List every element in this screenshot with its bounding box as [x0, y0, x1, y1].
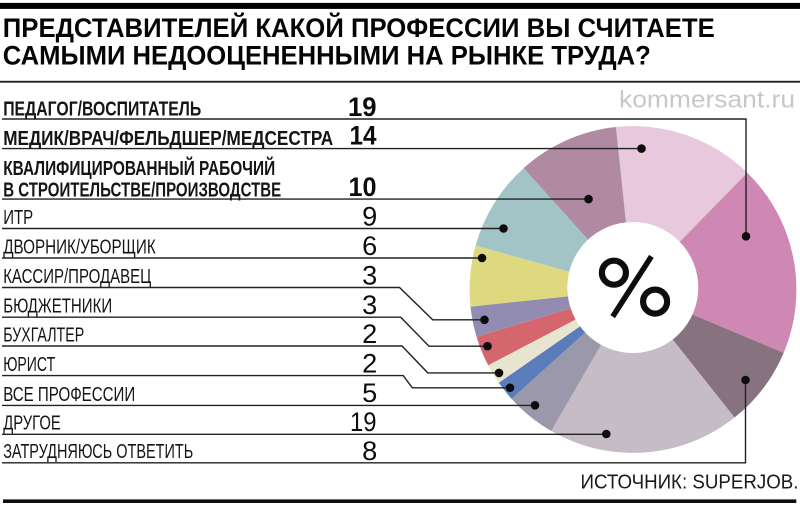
svg-text:kommersant.ru: kommersant.ru [619, 87, 795, 114]
svg-text:БУХГАЛТЕР: БУХГАЛТЕР [3, 324, 84, 346]
svg-text:ЮРИСТ: ЮРИСТ [3, 354, 55, 376]
svg-text:6: 6 [362, 230, 377, 261]
svg-text:ПРЕДСТАВИТЕЛЕЙ КАКОЙ ПРОФЕССИИ: ПРЕДСТАВИТЕЛЕЙ КАКОЙ ПРОФЕССИИ ВЫ СЧИТАЕ… [3, 13, 715, 43]
svg-text:5: 5 [362, 377, 377, 408]
svg-text:ВСЕ ПРОФЕССИИ: ВСЕ ПРОФЕССИИ [3, 384, 135, 406]
svg-text:2: 2 [362, 347, 377, 378]
svg-text:КВАЛИФИЦИРОВАННЫЙ РАБОЧИЙ: КВАЛИФИЦИРОВАННЫЙ РАБОЧИЙ [3, 156, 275, 180]
svg-text:9: 9 [362, 200, 377, 231]
svg-text:В СТРОИТЕЛЬСТВЕ/ПРОИЗВОДСТВЕ: В СТРОИТЕЛЬСТВЕ/ПРОИЗВОДСТВЕ [3, 180, 281, 202]
svg-text:ДВОРНИК/УБОРЩИК: ДВОРНИК/УБОРЩИК [3, 236, 156, 258]
svg-text:19: 19 [348, 91, 377, 122]
svg-text:8: 8 [362, 435, 377, 466]
svg-text:ЗАТРУДНЯЮСЬ ОТВЕТИТЬ: ЗАТРУДНЯЮСЬ ОТВЕТИТЬ [3, 441, 193, 463]
svg-text:САМЫМИ НЕДООЦЕНЕННЫМИ НА РЫНКЕ: САМЫМИ НЕДООЦЕНЕННЫМИ НА РЫНКЕ ТРУДА? [3, 41, 651, 71]
svg-text:3: 3 [362, 289, 377, 320]
svg-text:14: 14 [350, 120, 377, 151]
svg-text:ДРУГОЕ: ДРУГОЕ [3, 413, 61, 435]
svg-text:ИТР: ИТР [3, 207, 33, 229]
svg-text:19: 19 [350, 406, 377, 437]
svg-text:БЮДЖЕТНИКИ: БЮДЖЕТНИКИ [3, 296, 112, 318]
svg-text:КАССИР/ПРОДАВЕЦ: КАССИР/ПРОДАВЕЦ [3, 266, 151, 288]
svg-text:МЕДИК/ВРАЧ/ФЕЛЬДШЕР/МЕДСЕСТРА: МЕДИК/ВРАЧ/ФЕЛЬДШЕР/МЕДСЕСТРА [3, 128, 333, 150]
svg-text:ПЕДАГОГ/ВОСПИТАТЕЛЬ: ПЕДАГОГ/ВОСПИТАТЕЛЬ [3, 98, 201, 120]
svg-text:10: 10 [349, 171, 377, 202]
svg-text:2: 2 [362, 318, 377, 349]
svg-text:ИСТОЧНИК: SUPERJOB.: ИСТОЧНИК: SUPERJOB. [581, 471, 799, 493]
svg-text:3: 3 [362, 259, 377, 290]
